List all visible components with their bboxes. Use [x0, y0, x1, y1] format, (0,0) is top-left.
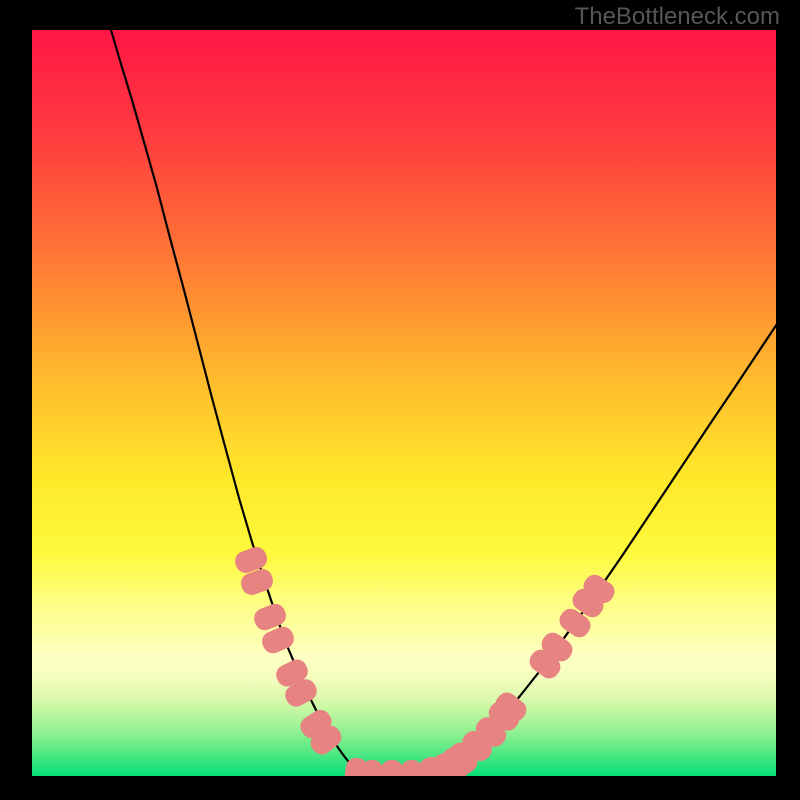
- curve-marker: [381, 760, 403, 776]
- watermark-label: TheBottleneck.com: [575, 3, 780, 31]
- curve-overlay: [32, 30, 776, 776]
- chart-canvas: TheBottleneck.com: [0, 0, 800, 800]
- plot-area: [32, 30, 776, 776]
- v-curve: [111, 30, 776, 776]
